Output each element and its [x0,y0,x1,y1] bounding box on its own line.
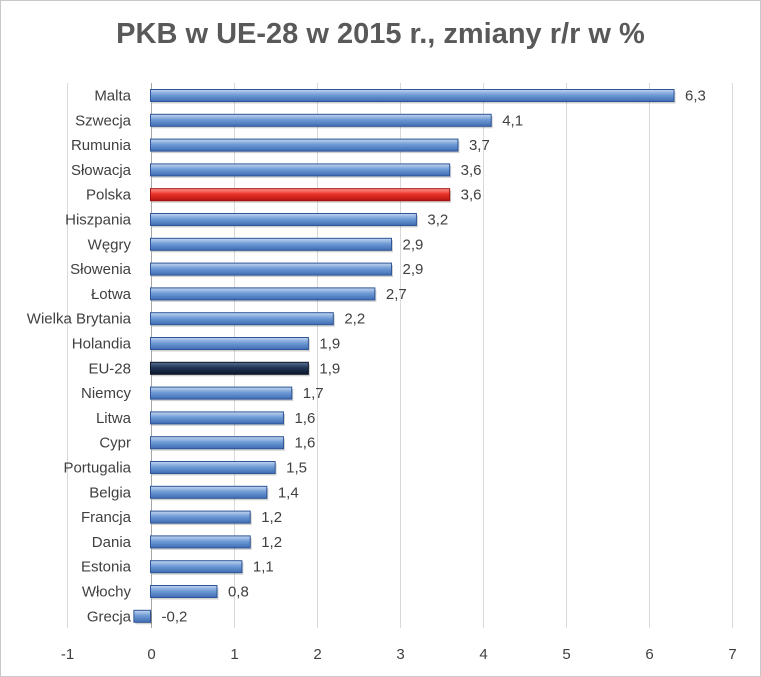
category-label: Szwecja [75,112,132,129]
value-label: 0,8 [228,584,249,601]
bar [150,560,243,574]
x-tick-label: 0 [147,646,155,663]
category-label: Portugalia [63,460,131,477]
x-tick-label: 1 [230,646,238,663]
value-label: 6,3 [685,88,706,105]
value-label: 2,2 [344,311,365,328]
value-label: 1,4 [278,484,299,501]
value-label: 1,2 [261,509,282,526]
bar [150,461,276,474]
category-label: Łotwa [91,286,132,303]
category-label: Polska [86,187,132,204]
bar [150,535,251,549]
category-label: Włochy [82,584,132,601]
value-label: 1,2 [261,534,282,551]
bar [150,361,309,375]
x-tick-label: 6 [645,646,653,663]
x-tick-label: 2 [313,646,321,663]
category-label: Słowacja [71,162,132,179]
bar [150,436,284,450]
value-label: 3,6 [461,162,482,179]
value-label: 2,9 [402,261,423,278]
bar [150,138,459,152]
category-label: Belgia [89,484,131,501]
bar [150,411,284,425]
category-label: Węgry [88,236,132,253]
value-label: -0,2 [162,608,188,625]
bar [150,510,251,524]
bar [150,113,492,127]
value-label: 2,9 [402,236,423,253]
value-label: 4,1 [502,112,523,129]
bar [150,188,451,202]
value-label: 2,7 [386,286,407,303]
category-label: Słowenia [70,261,132,278]
value-label: 1,7 [303,385,324,402]
value-label: 3,2 [427,212,448,229]
category-label: Hiszpania [65,212,132,229]
category-label: Malta [94,88,131,105]
x-tick-label: 3 [396,646,404,663]
chart-title: PKB w UE-28 w 2015 r., zmiany r/r w % [116,18,645,50]
value-label: 1,6 [294,410,315,427]
x-tick-label: -1 [61,646,74,663]
bar [150,287,376,301]
bar [150,213,417,226]
category-label: Wielka Brytania [27,311,132,328]
bar [150,337,309,350]
bar [150,237,392,251]
bar [150,312,334,326]
value-label: 3,7 [469,137,490,154]
category-label: Francja [81,509,132,526]
x-tick-label: 4 [479,646,487,663]
category-label: Litwa [96,410,132,427]
bar [150,89,675,102]
category-label: Grecja [87,608,132,625]
value-label: 1,5 [286,460,307,477]
bar [133,609,152,623]
category-label: Rumunia [71,137,132,154]
category-label: EU-28 [88,360,131,377]
bar [150,485,268,499]
value-label: 1,9 [319,336,340,353]
bar [150,163,451,177]
x-tick-label: 7 [728,646,736,663]
category-label: Dania [92,534,132,551]
bar [150,262,392,276]
category-label: Cypr [99,435,131,452]
value-label: 1,9 [319,360,340,377]
category-label: Holandia [72,336,132,353]
category-label: Estonia [81,559,132,576]
category-label: Niemcy [81,385,132,402]
value-label: 1,1 [253,559,274,576]
bar [150,386,293,400]
x-tick-label: 5 [562,646,570,663]
value-label: 3,6 [461,187,482,204]
value-label: 1,6 [294,435,315,452]
bar [150,585,218,598]
